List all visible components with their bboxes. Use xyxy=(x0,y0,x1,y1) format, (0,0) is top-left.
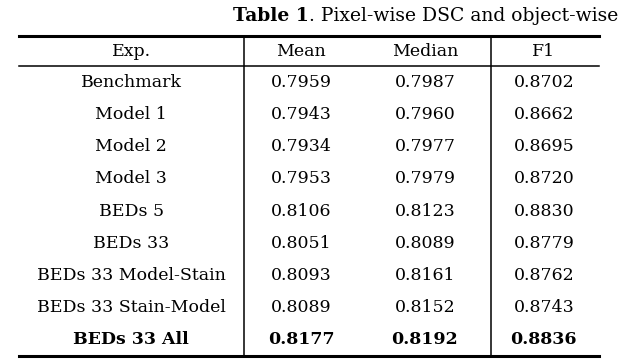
Text: 0.8192: 0.8192 xyxy=(392,331,458,348)
Text: 0.8177: 0.8177 xyxy=(268,331,334,348)
Text: 0.7987: 0.7987 xyxy=(394,74,455,91)
Text: 0.8106: 0.8106 xyxy=(271,203,331,219)
Text: 0.8093: 0.8093 xyxy=(271,267,332,284)
Text: BEDs 33 Model-Stain: BEDs 33 Model-Stain xyxy=(37,267,226,284)
Text: 0.8836: 0.8836 xyxy=(510,331,577,348)
Text: BEDs 5: BEDs 5 xyxy=(99,203,164,219)
Text: 0.8702: 0.8702 xyxy=(514,74,574,91)
Text: 0.8152: 0.8152 xyxy=(394,299,455,316)
Text: 0.8743: 0.8743 xyxy=(514,299,574,316)
Text: Model 1: Model 1 xyxy=(95,106,167,123)
Text: 0.7959: 0.7959 xyxy=(271,74,332,91)
Text: 0.8123: 0.8123 xyxy=(394,203,455,219)
Text: 0.8779: 0.8779 xyxy=(514,235,574,252)
Text: 0.7960: 0.7960 xyxy=(394,106,455,123)
Text: F1: F1 xyxy=(532,43,556,60)
Text: BEDs 33: BEDs 33 xyxy=(93,235,169,252)
Text: 0.7979: 0.7979 xyxy=(394,170,455,187)
Text: 0.7977: 0.7977 xyxy=(394,138,455,155)
Text: 0.8830: 0.8830 xyxy=(514,203,574,219)
Text: Model 3: Model 3 xyxy=(95,170,167,187)
Text: BEDs 33 Stain-Model: BEDs 33 Stain-Model xyxy=(37,299,226,316)
Text: Model 2: Model 2 xyxy=(95,138,167,155)
Text: Mean: Mean xyxy=(276,43,326,60)
Text: 0.8089: 0.8089 xyxy=(394,235,455,252)
Text: . Pixel-wise DSC and object-wise F1 results.: . Pixel-wise DSC and object-wise F1 resu… xyxy=(309,7,618,25)
Text: 0.7953: 0.7953 xyxy=(271,170,332,187)
Text: 0.8720: 0.8720 xyxy=(514,170,574,187)
Text: 0.8662: 0.8662 xyxy=(514,106,574,123)
Text: 0.7934: 0.7934 xyxy=(271,138,332,155)
Text: Table 1: Table 1 xyxy=(233,7,309,25)
Text: 0.8695: 0.8695 xyxy=(514,138,574,155)
Text: 0.7943: 0.7943 xyxy=(271,106,332,123)
Text: 0.8051: 0.8051 xyxy=(271,235,332,252)
Text: BEDs 33 All: BEDs 33 All xyxy=(74,331,189,348)
Text: 0.8161: 0.8161 xyxy=(395,267,455,284)
Text: 0.8762: 0.8762 xyxy=(514,267,574,284)
Text: Exp.: Exp. xyxy=(112,43,151,60)
Text: 0.8089: 0.8089 xyxy=(271,299,332,316)
Text: Median: Median xyxy=(392,43,458,60)
Text: Benchmark: Benchmark xyxy=(81,74,182,91)
